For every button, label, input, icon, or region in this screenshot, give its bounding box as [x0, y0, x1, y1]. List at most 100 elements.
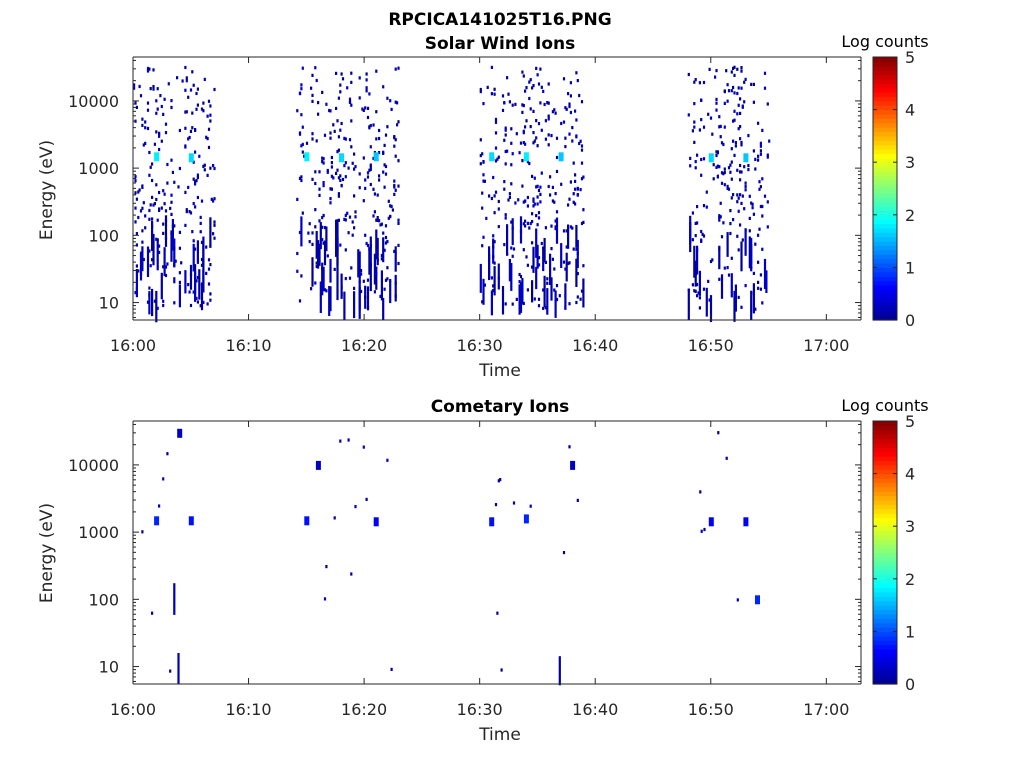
heatmap-cell: [366, 175, 370, 179]
heatmap-cell: [397, 159, 400, 163]
colorbar-segment: [873, 113, 897, 119]
heatmap-cell: [202, 241, 205, 266]
heatmap-cell: [497, 263, 500, 290]
heatmap-cell: [318, 193, 321, 197]
heatmap-cell: [158, 132, 161, 136]
colorbar-segment: [873, 570, 897, 576]
heatmap-cell: [763, 194, 767, 198]
colorbar-segment: [873, 499, 897, 505]
heatmap-cell: [330, 161, 333, 165]
x-tick-label: 16:50: [688, 700, 734, 719]
heatmap-cell: [378, 219, 381, 223]
heatmap-cell: [177, 428, 183, 438]
colorbar-segment: [873, 184, 897, 190]
heatmap-cell: [206, 302, 209, 306]
heatmap-cell: [736, 91, 739, 96]
heatmap-cell: [482, 102, 485, 106]
heatmap-cell: [203, 77, 206, 81]
heatmap-cell: [720, 235, 724, 239]
heatmap-cell: [158, 208, 161, 212]
heatmap-cell: [567, 92, 570, 96]
heatmap-cell: [691, 129, 694, 133]
heatmap-cell: [740, 86, 743, 90]
heatmap-cell: [375, 110, 378, 114]
heatmap-cell: [718, 216, 721, 220]
heatmap-cell: [141, 240, 144, 244]
heatmap-cell: [723, 266, 726, 270]
heatmap-cell: [148, 173, 151, 177]
heatmap-cell: [378, 151, 381, 155]
heatmap-cell: [364, 285, 367, 309]
heatmap-cell: [518, 272, 521, 277]
heatmap-cell: [747, 168, 750, 172]
heatmap-cell: [209, 217, 212, 248]
heatmap-cell: [696, 282, 699, 287]
heatmap-cell: [503, 187, 506, 191]
heatmap-cell: [554, 225, 557, 229]
heatmap-cell: [562, 551, 566, 555]
heatmap-cell: [397, 66, 400, 70]
heatmap-cell: [162, 303, 165, 308]
heatmap-cell: [200, 257, 204, 262]
heatmap-cell: [396, 101, 399, 105]
heatmap-cell: [494, 190, 498, 194]
heatmap-cell: [139, 94, 143, 98]
heatmap-cell: [348, 276, 352, 280]
heatmap-cell: [718, 218, 721, 222]
heatmap-cell: [554, 219, 557, 223]
heatmap-cell: [389, 279, 392, 283]
heatmap-cell: [511, 218, 514, 246]
heatmap-cell: [369, 244, 372, 248]
heatmap-cell: [535, 214, 538, 218]
heatmap-cell: [510, 263, 513, 291]
heatmap-cell: [757, 158, 760, 162]
heatmap-cell: [350, 103, 353, 107]
heatmap-cell: [347, 438, 350, 442]
heatmap-cell: [537, 304, 541, 308]
heatmap-cell: [187, 185, 190, 189]
heatmap-cell: [504, 302, 507, 306]
heatmap-cell: [763, 258, 767, 289]
heatmap-cell: [350, 119, 353, 123]
colorbar-segment: [873, 460, 897, 466]
heatmap-cell: [719, 124, 722, 128]
heatmap-cell: [335, 106, 338, 110]
heatmap-cell: [537, 216, 541, 220]
heatmap-cell: [582, 175, 585, 179]
heatmap-cell: [709, 259, 713, 264]
heatmap-cell: [308, 222, 311, 226]
heatmap-cell: [744, 228, 747, 232]
heatmap-cell: [376, 216, 379, 220]
heatmap-cell: [763, 71, 767, 75]
heatmap-cell: [732, 66, 735, 70]
heatmap-cell: [146, 69, 150, 73]
heatmap-cell: [311, 132, 314, 136]
heatmap-cell: [687, 288, 690, 292]
heatmap-cell: [496, 611, 499, 615]
heatmap-cell: [328, 286, 331, 316]
heatmap-cell: [508, 100, 511, 104]
heatmap-cell: [744, 284, 747, 288]
heatmap-cell: [542, 306, 545, 310]
heatmap-cell: [156, 306, 159, 310]
heatmap-cell: [344, 161, 347, 165]
heatmap-cell: [315, 460, 321, 470]
heatmap-cell: [329, 109, 332, 113]
heatmap-cell: [568, 302, 571, 306]
colorbar-tick-label: 1: [905, 622, 915, 641]
heatmap-cell: [164, 215, 168, 247]
heatmap-cell: [394, 100, 397, 104]
heatmap-cell: [555, 169, 559, 174]
heatmap-cell: [362, 279, 365, 283]
heatmap-cell: [757, 154, 760, 158]
heatmap-cell: [715, 150, 718, 154]
colorbar-segment: [873, 263, 897, 268]
x-tick-label: 16:10: [226, 700, 272, 719]
heatmap-cell: [729, 231, 732, 236]
heatmap-cell: [576, 295, 579, 299]
heatmap-cell: [158, 250, 161, 254]
heatmap-cell: [178, 246, 181, 250]
heatmap-cell: [696, 294, 699, 298]
heatmap-cell: [364, 186, 367, 190]
